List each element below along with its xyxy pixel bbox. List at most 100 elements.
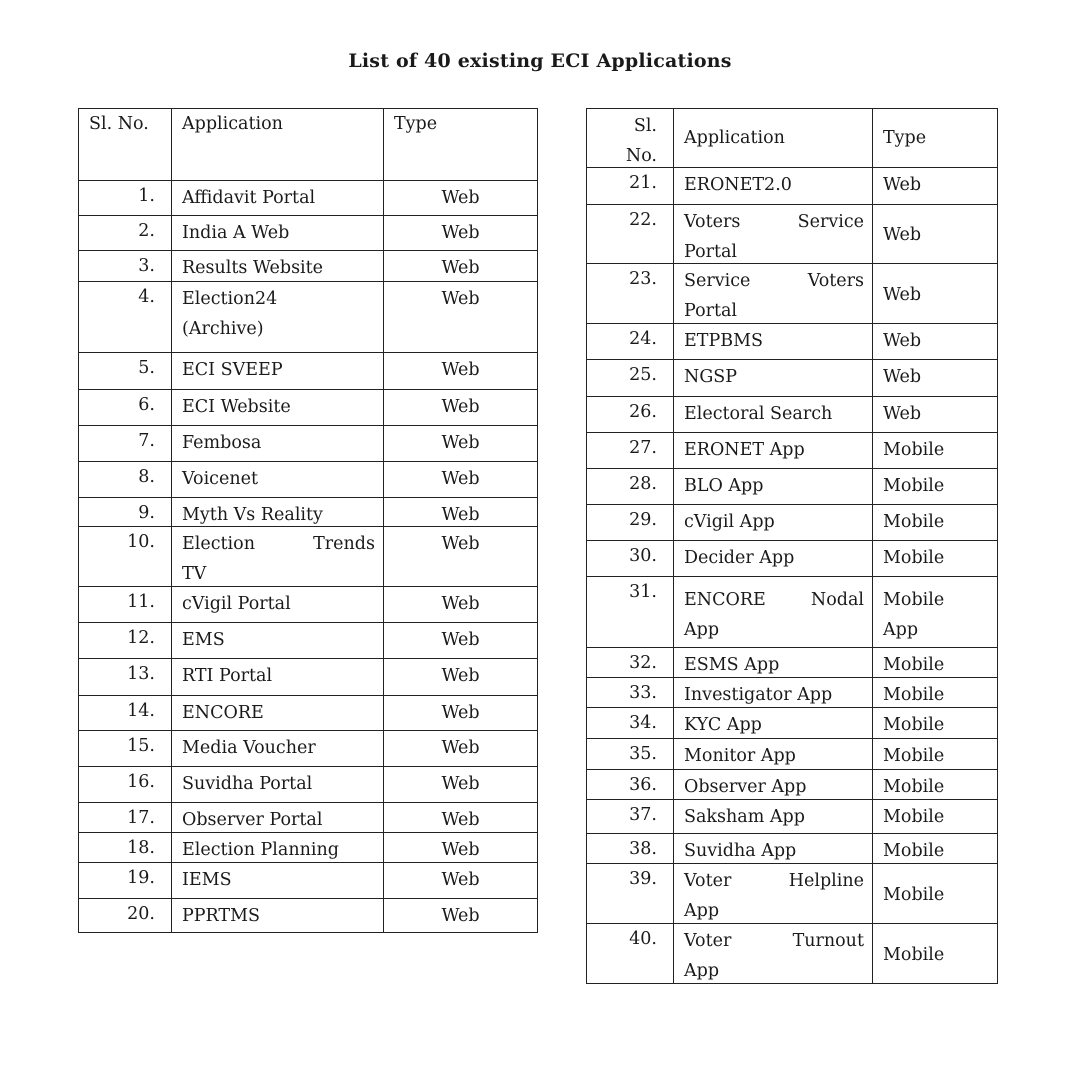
table-row: 35. Monitor App Mobile bbox=[587, 739, 998, 770]
table-row: 28. BLO App Mobile bbox=[587, 469, 998, 505]
cell-sl: 11. bbox=[79, 587, 172, 622]
table-header-row: Sl. No. Application Type bbox=[79, 109, 538, 181]
cell-application: cVigil App bbox=[674, 505, 873, 540]
cell-sl: 31. bbox=[587, 577, 674, 647]
cell-sl: 4. bbox=[79, 282, 172, 352]
cell-type: Web bbox=[873, 360, 998, 396]
cell-application: Fembosa bbox=[172, 426, 384, 461]
table-row: 31. ENCORE Nodal App Mobile App bbox=[587, 577, 998, 648]
cell-application: ERONET App bbox=[674, 433, 873, 468]
cell-sl: 17. bbox=[79, 803, 172, 832]
cell-sl: 7. bbox=[79, 426, 172, 461]
cell-type: Mobile bbox=[873, 648, 998, 677]
cell-application: Voicenet bbox=[172, 462, 384, 497]
table-row: 10. Election Trends TV Web bbox=[79, 527, 538, 587]
cell-type: Web bbox=[384, 181, 538, 215]
table-row: 4. Election24 (Archive) Web bbox=[79, 282, 538, 353]
table-row: 38. Suvidha App Mobile bbox=[587, 834, 998, 864]
cell-sl: 28. bbox=[587, 469, 674, 504]
cell-sl: 6. bbox=[79, 390, 172, 425]
cell-sl: 12. bbox=[79, 623, 172, 658]
cell-type: Web bbox=[384, 731, 538, 766]
cell-sl: 36. bbox=[587, 770, 674, 799]
table-row: 26. Electoral Search Web bbox=[587, 397, 998, 433]
table-row: 18. Election Planning Web bbox=[79, 833, 538, 863]
table-row: 36. Observer App Mobile bbox=[587, 770, 998, 800]
cell-sl: 38. bbox=[587, 834, 674, 863]
table-row: 11. cVigil Portal Web bbox=[79, 587, 538, 623]
cell-application: Electoral Search bbox=[674, 397, 873, 432]
cell-type: Mobile bbox=[873, 924, 998, 983]
cell-sl: 32. bbox=[587, 648, 674, 677]
cell-sl: 30. bbox=[587, 541, 674, 576]
cell-sl: 40. bbox=[587, 924, 674, 983]
cell-sl: 37. bbox=[587, 800, 674, 833]
table-row: 1. Affidavit Portal Web bbox=[79, 181, 538, 216]
table-row: 21. ERONET2.0 Web bbox=[587, 168, 998, 205]
cell-application: Results Website bbox=[172, 251, 384, 281]
cell-sl: 2. bbox=[79, 216, 172, 250]
table-row: 20. PPRTMS Web bbox=[79, 899, 538, 933]
cell-sl: 27. bbox=[587, 433, 674, 468]
table-row: 30. Decider App Mobile bbox=[587, 541, 998, 577]
header-sl: Sl. No. bbox=[79, 109, 172, 180]
table-row: 23. Service Voters Portal Web bbox=[587, 264, 998, 324]
cell-application: Observer Portal bbox=[172, 803, 384, 832]
table-row: 29. cVigil App Mobile bbox=[587, 505, 998, 541]
cell-application: Service Voters Portal bbox=[674, 264, 873, 323]
cell-type: Mobile bbox=[873, 541, 998, 576]
cell-sl: 13. bbox=[79, 659, 172, 695]
cell-application: BLO App bbox=[674, 469, 873, 504]
table-row: 39. Voter Helpline App Mobile bbox=[587, 864, 998, 924]
cell-application: India A Web bbox=[172, 216, 384, 250]
cell-type: Web bbox=[873, 205, 998, 263]
cell-type: Web bbox=[384, 498, 538, 526]
cell-application: Investigator App bbox=[674, 678, 873, 707]
cell-application: Election Planning bbox=[172, 833, 384, 862]
cell-sl: 14. bbox=[79, 696, 172, 730]
cell-type: Web bbox=[384, 390, 538, 425]
cell-sl: 25. bbox=[587, 360, 674, 396]
cell-sl: 5. bbox=[79, 353, 172, 389]
table-row: 34. KYC App Mobile bbox=[587, 708, 998, 739]
cell-type: Web bbox=[384, 659, 538, 695]
cell-application: ESMS App bbox=[674, 648, 873, 677]
cell-sl: 18. bbox=[79, 833, 172, 862]
applications-table-left: Sl. No. Application Type 1. Affidavit Portal… bbox=[78, 108, 538, 933]
table-row: 19. IEMS Web bbox=[79, 863, 538, 899]
cell-type: Web bbox=[384, 587, 538, 622]
cell-sl: 23. bbox=[587, 264, 674, 323]
table-row: 8. Voicenet Web bbox=[79, 462, 538, 498]
cell-application: Suvidha Portal bbox=[172, 767, 384, 802]
header-application: Application bbox=[172, 109, 384, 180]
cell-type: Mobile bbox=[873, 864, 998, 923]
cell-application: Suvidha App bbox=[674, 834, 873, 863]
cell-application: ECI Website bbox=[172, 390, 384, 425]
cell-sl: 29. bbox=[587, 505, 674, 540]
cell-application: Observer App bbox=[674, 770, 873, 799]
cell-type: Mobile bbox=[873, 770, 998, 799]
table-row: 9. Myth Vs Reality Web bbox=[79, 498, 538, 527]
cell-type: Web bbox=[384, 353, 538, 389]
document-title: List of 40 existing ECI Applications bbox=[348, 50, 732, 72]
cell-application: RTI Portal bbox=[172, 659, 384, 695]
cell-sl: 16. bbox=[79, 767, 172, 802]
table-row: 3. Results Website Web bbox=[79, 251, 538, 282]
cell-application: Election Trends TV bbox=[172, 527, 384, 586]
cell-type: Mobile bbox=[873, 678, 998, 707]
cell-sl: 34. bbox=[587, 708, 674, 738]
cell-sl: 35. bbox=[587, 739, 674, 769]
table-row: 40. Voter Turnout App Mobile bbox=[587, 924, 998, 984]
table-row: 22. Voters Service Portal Web bbox=[587, 205, 998, 264]
table-row: 27. ERONET App Mobile bbox=[587, 433, 998, 469]
cell-sl: 22. bbox=[587, 205, 674, 263]
cell-sl: 10. bbox=[79, 527, 172, 586]
cell-type: Mobile bbox=[873, 834, 998, 863]
cell-type: Web bbox=[384, 251, 538, 281]
cell-type: Web bbox=[384, 833, 538, 862]
cell-application: KYC App bbox=[674, 708, 873, 738]
cell-application: PPRTMS bbox=[172, 899, 384, 932]
cell-type: Mobile bbox=[873, 800, 998, 833]
cell-application: Voter Turnout App bbox=[674, 924, 873, 983]
cell-application: ENCORE bbox=[172, 696, 384, 730]
